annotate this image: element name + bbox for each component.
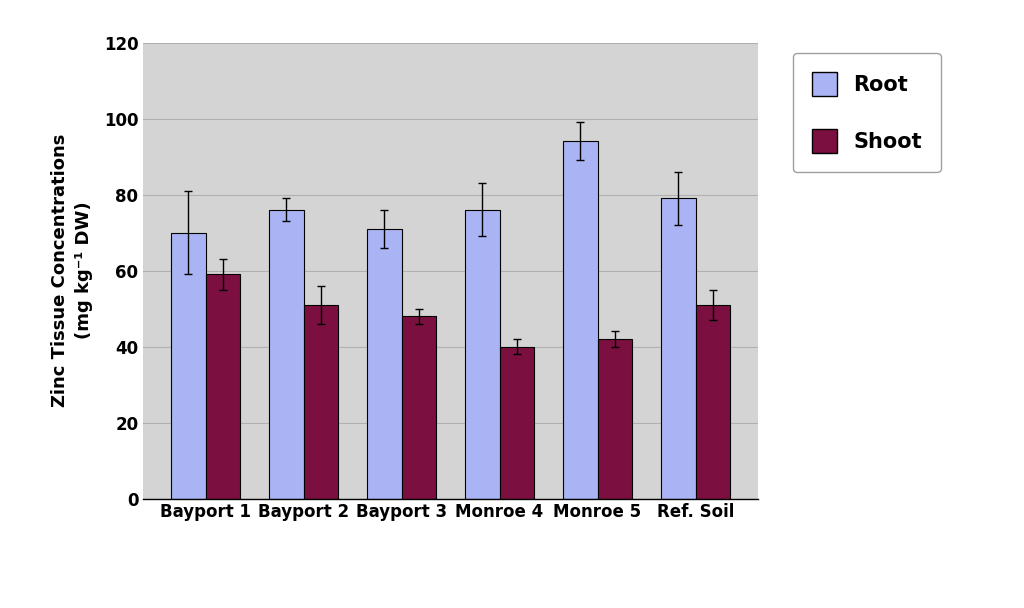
Bar xyxy=(303,305,338,499)
Bar xyxy=(401,316,436,499)
Bar xyxy=(171,233,206,499)
Bar xyxy=(368,229,401,499)
Bar xyxy=(500,347,534,499)
Y-axis label: Zinc Tissue Concentrations
(mg kg⁻¹ DW): Zinc Tissue Concentrations (mg kg⁻¹ DW) xyxy=(51,134,93,407)
Legend: Root, Shoot: Root, Shoot xyxy=(793,53,941,172)
Bar xyxy=(662,198,695,499)
Bar xyxy=(206,274,240,499)
Bar xyxy=(563,142,598,499)
Bar xyxy=(465,210,500,499)
Bar xyxy=(598,339,632,499)
Bar xyxy=(695,305,730,499)
Bar xyxy=(269,210,303,499)
